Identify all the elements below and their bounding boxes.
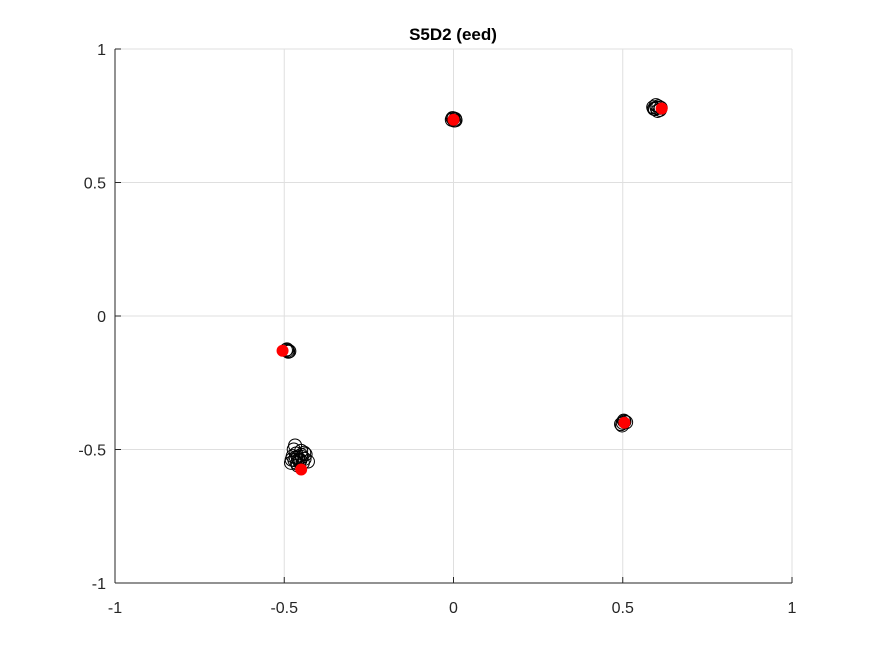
y-tick-label: 0.5 bbox=[84, 176, 106, 193]
y-tick-label: 0 bbox=[97, 309, 106, 326]
reference-point bbox=[276, 344, 289, 357]
y-tick-label: 1 bbox=[97, 42, 106, 59]
x-tick-label: -1 bbox=[108, 600, 122, 617]
chart-title: S5D2 (eed) bbox=[409, 25, 497, 44]
reference-point bbox=[655, 102, 668, 115]
ticks bbox=[114, 48, 793, 584]
reference-point bbox=[618, 416, 631, 429]
observed-point bbox=[288, 450, 303, 465]
reference-point bbox=[447, 113, 460, 126]
x-tick-label: 0 bbox=[449, 600, 458, 617]
observed-point bbox=[284, 452, 299, 467]
reference-point bbox=[295, 463, 308, 476]
x-tick-label: 1 bbox=[788, 600, 797, 617]
data-points bbox=[276, 98, 668, 476]
y-tick-label: -0.5 bbox=[78, 443, 106, 460]
y-tick-label: -1 bbox=[92, 576, 106, 593]
observed-point bbox=[286, 442, 301, 457]
x-tick-label: -0.5 bbox=[270, 600, 298, 617]
y-tick-labels: -1 -0.5 0 0.5 1 bbox=[78, 42, 106, 593]
observed-point bbox=[297, 445, 312, 460]
x-tick-labels: -1 -0.5 0 0.5 1 bbox=[108, 600, 797, 617]
x-tick-label: 0.5 bbox=[612, 600, 634, 617]
